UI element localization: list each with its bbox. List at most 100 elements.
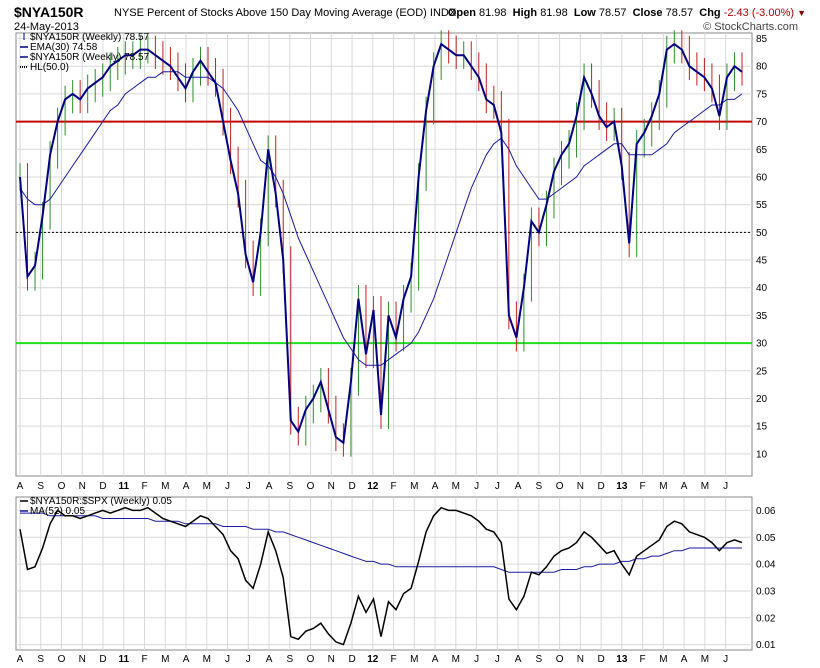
ema30-line [19, 71, 743, 366]
x-tick-label: S [286, 654, 293, 665]
x-tick-label: O [58, 654, 66, 665]
legend-entry: EMA(30) 74.58 [30, 42, 98, 53]
x-tick-label: D [597, 654, 604, 665]
y-tick-label: 55 [756, 200, 768, 211]
chg-label: Chg [699, 7, 721, 19]
x-tick-label: M [452, 654, 460, 665]
y-tick-label: 45 [756, 256, 768, 267]
x-tick-label: A [183, 654, 190, 665]
x-tick-label: M [203, 481, 211, 492]
symbol: $NYA150R [14, 4, 84, 20]
description-text: NYSE Percent of Stocks Above 150 Day Mov… [114, 7, 427, 19]
x-tick-label: S [286, 481, 293, 492]
open-label: Open [447, 7, 476, 19]
chart-header: $NYA150R NYSE Percent of Stocks Above 15… [14, 2, 814, 33]
low-label: Low [573, 7, 596, 19]
x-tick-label: 12 [367, 481, 379, 492]
low-value: 78.57 [598, 7, 627, 19]
x-axis-lower: A S O N D 11 F M A M J J A S O N D 12 F M A M J J A S O N D 13 F M A M J [17, 654, 728, 665]
y-tick-label: 70 [756, 117, 768, 128]
description: NYSE Percent of Stocks Above 150 Day Mov… [114, 7, 456, 19]
x-tick-label: F [640, 481, 646, 492]
chg-value: -2.43 (-3.00%) [723, 7, 795, 19]
y-tick-label: 75 [756, 89, 768, 100]
x-tick-label: J [723, 481, 728, 492]
y-tick-label: 0.06 [756, 506, 776, 517]
x-tick-label: F [391, 481, 397, 492]
x-tick-label: M [701, 654, 709, 665]
x-tick-label: N [328, 654, 335, 665]
y-tick-label: 80 [756, 62, 768, 73]
legend-entry: MA(52) 0.05 [30, 506, 85, 517]
x-tick-label: F [640, 654, 646, 665]
y-tick-label: 50 [756, 228, 768, 239]
price-line [19, 42, 743, 445]
x-tick-label: M [659, 481, 667, 492]
x-tick-label: 13 [616, 481, 628, 492]
x-tick-label: S [536, 654, 543, 665]
exchange: INDX [429, 7, 457, 19]
x-tick-label: M [410, 654, 418, 665]
x-tick-label: 12 [367, 654, 379, 665]
legend-entry: $NYA150R (Weekly) 78.57 [30, 32, 150, 43]
x-tick-label: O [307, 481, 315, 492]
x-tick-label: A [183, 481, 190, 492]
legend-entry: HL(50.0) [30, 62, 69, 73]
legend-entry: $NYA150R:$SPX (Weekly) 0.05 [30, 496, 172, 507]
y-tick-label: 20 [756, 394, 768, 405]
x-tick-label: M [203, 654, 211, 665]
x-tick-label: A [681, 481, 688, 492]
y-tick-label: 35 [756, 311, 768, 322]
x-tick-label: A [432, 481, 439, 492]
y-tick-label: 15 [756, 422, 768, 433]
x-tick-label: D [99, 654, 106, 665]
x-tick-label: O [307, 654, 315, 665]
x-tick-label: D [99, 481, 106, 492]
x-tick-label: 11 [118, 654, 129, 665]
y-tick-label: 0.02 [756, 613, 776, 624]
y-tick-label: 85 [756, 34, 768, 45]
panel-frame [15, 32, 753, 477]
y-tick-label: 25 [756, 366, 768, 377]
x-tick-label: S [536, 481, 543, 492]
x-tick-label: D [348, 481, 355, 492]
ma52-line [20, 512, 742, 573]
ohlc-readout: Open 81.98 High 81.98 Low 78.57 Close 78… [448, 7, 806, 19]
caret-down-icon[interactable]: ▼ [797, 8, 806, 18]
x-tick-label: D [348, 654, 355, 665]
x-tick-label: O [556, 481, 564, 492]
x-tick-label: A [681, 654, 688, 665]
x-tick-label: A [266, 654, 273, 665]
x-tick-label: J [225, 654, 230, 665]
x-tick-label: M [452, 481, 460, 492]
x-tick-label: D [597, 481, 604, 492]
y-tick-label: 65 [756, 145, 768, 156]
ratio-line [19, 506, 743, 646]
x-tick-label: A [515, 654, 522, 665]
open-value: 81.98 [479, 7, 507, 19]
x-tick-label: J [474, 481, 479, 492]
x-tick-label: J [246, 481, 251, 492]
y-tick-label: 30 [756, 339, 768, 350]
x-tick-label: M [701, 481, 709, 492]
x-tick-label: M [659, 654, 667, 665]
x-tick-label: J [495, 481, 500, 492]
x-tick-label: J [225, 481, 230, 492]
x-tick-label: A [515, 481, 522, 492]
y-tick-label: 0.01 [756, 640, 776, 651]
panel-frame [15, 496, 753, 651]
x-tick-label: J [474, 654, 479, 665]
x-tick-label: O [58, 481, 66, 492]
x-tick-label: F [141, 654, 147, 665]
x-tick-label: F [141, 481, 147, 492]
x-tick-label: A [17, 654, 24, 665]
x-tick-label: A [432, 654, 439, 665]
high-label: High [512, 7, 538, 19]
legend-entry: $NYA150R (Weekly) 78.57 [30, 52, 150, 63]
x-tick-label: M [410, 481, 418, 492]
x-tick-label: J [246, 654, 251, 665]
lower-panel: 0.01 0.02 0.03 0.04 0.05 0.06 $NYA150R:$SPX (W… [15, 496, 776, 651]
high-value: 81.98 [540, 7, 568, 19]
x-tick-label: S [37, 654, 44, 665]
